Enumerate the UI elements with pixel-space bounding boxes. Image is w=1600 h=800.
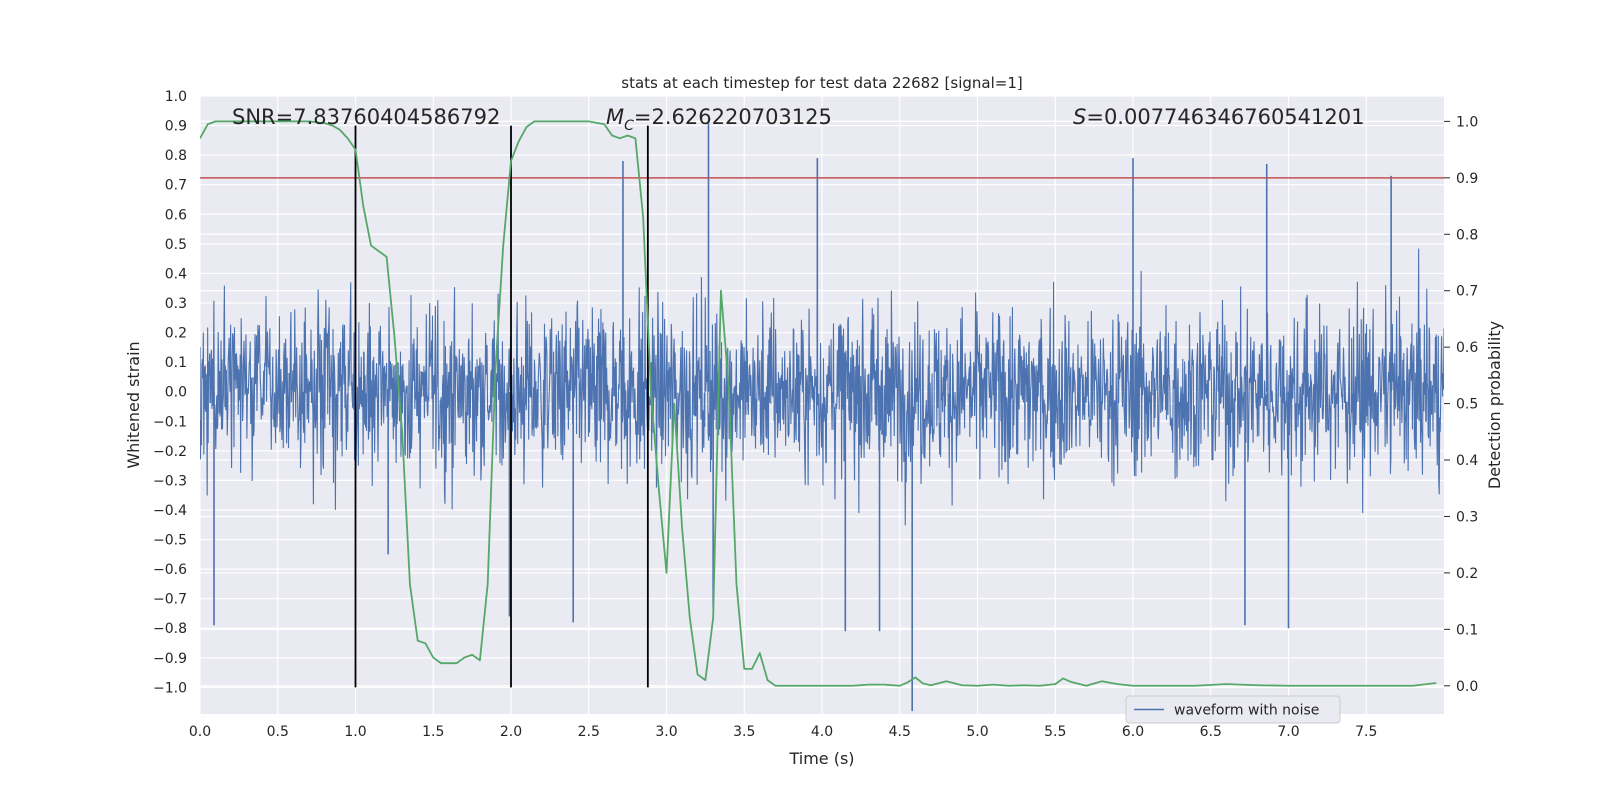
right-axis-label: Detection probability: [1485, 321, 1504, 489]
y-left-tick-label: 0.5: [165, 237, 187, 253]
waveform-line: [200, 248, 1444, 526]
y-left-tick-label: 1.0: [165, 89, 187, 105]
x-tick-label: 2.5: [578, 724, 600, 740]
y-right-tick-label: 0.8: [1456, 227, 1478, 243]
chart-title: stats at each timestep for test data 226…: [621, 74, 1022, 92]
x-tick-label: 3.5: [733, 724, 755, 740]
s-annotation: S=0.007746346760541201: [1073, 105, 1364, 129]
x-tick-label: 4.0: [811, 724, 833, 740]
x-tick-label: 5.0: [966, 724, 988, 740]
y-right-tick-label: 0.2: [1456, 566, 1478, 582]
y-left-tick-label: −0.2: [153, 444, 187, 460]
x-tick-label: 5.5: [1044, 724, 1066, 740]
chirp-mass-subscript: C: [624, 118, 634, 134]
y-left-tick-label: 0.3: [165, 296, 187, 312]
x-tick-label: 4.5: [889, 724, 911, 740]
x-tick-label: 1.5: [422, 724, 444, 740]
event-markers: [354, 125, 649, 688]
snr-annotation: SNR=7.83760404586792: [232, 105, 500, 129]
x-tick-label: 2.0: [500, 724, 522, 740]
chirp-mass-value: =2.626220703125: [634, 105, 832, 129]
y-left-tick-label: 0.4: [165, 266, 187, 282]
x-axis-label: Time (s): [788, 749, 854, 768]
x-tick-label: 7.5: [1355, 724, 1377, 740]
x-tick-label: 7.0: [1277, 724, 1299, 740]
x-tick-label: 1.0: [344, 724, 366, 740]
y-right-tick-label: 0.9: [1456, 171, 1478, 187]
y-left-tick-label: −1.0: [153, 680, 187, 696]
y-left-tick-label: 0.1: [165, 355, 187, 371]
chirp-mass-annotation: MC=2.626220703125: [606, 105, 832, 134]
right-axis-ticks: 1.0 0.9 0.8 0.7 0.6 0.5 0.4 0.3 0.2 0.1 0.0: [1444, 114, 1478, 695]
y-left-tick-label: −0.4: [153, 503, 187, 519]
left-axis-ticks: 1.0 0.9 0.8 0.7 0.6 0.5 0.4 0.3 0.2 0.1 0.0 −0.1 −0.…: [153, 89, 187, 696]
y-left-tick-label: 0.0: [165, 385, 187, 401]
probability-line: [200, 120, 1437, 687]
y-right-tick-label: 0.4: [1456, 453, 1478, 469]
chirp-mass-symbol: M: [606, 105, 624, 129]
y-right-tick-label: 0.5: [1456, 397, 1478, 413]
y-right-tick-label: 1.0: [1456, 114, 1478, 130]
y-right-tick-label: 0.1: [1456, 622, 1478, 638]
probability-series: [200, 120, 1437, 687]
y-left-tick-label: −0.9: [153, 651, 187, 667]
y-left-tick-label: 0.8: [165, 148, 187, 164]
x-tick-label: 6.0: [1122, 724, 1144, 740]
y-left-tick-label: −0.7: [153, 592, 187, 608]
waveform-series: [200, 122, 1444, 712]
x-tick-label: 0.5: [267, 724, 289, 740]
legend-box: [1125, 695, 1341, 724]
y-left-tick-label: 0.6: [165, 207, 187, 223]
y-left-tick-label: −0.6: [153, 562, 187, 578]
s-value: =0.007746346760541201: [1086, 105, 1364, 129]
y-left-tick-label: −0.3: [153, 473, 187, 489]
legend-label: waveform with noise: [1174, 703, 1319, 719]
y-left-tick-label: 0.2: [165, 326, 187, 342]
x-tick-label: 0.0: [189, 724, 211, 740]
y-right-tick-label: 0.7: [1456, 284, 1478, 300]
y-left-tick-label: −0.5: [153, 533, 187, 549]
y-left-tick-label: −0.8: [153, 621, 187, 637]
y-right-tick-label: 0.0: [1456, 679, 1478, 695]
y-right-tick-label: 0.3: [1456, 509, 1478, 525]
left-axis-label: Whitened strain: [124, 341, 143, 468]
y-left-tick-label: 0.9: [165, 119, 187, 135]
y-right-tick-label: 0.6: [1456, 340, 1478, 356]
s-symbol: S: [1073, 105, 1086, 129]
y-left-tick-label: 0.7: [165, 178, 187, 194]
y-left-tick-label: −0.1: [153, 414, 187, 430]
x-tick-label: 3.0: [655, 724, 677, 740]
x-tick-label: 6.5: [1200, 724, 1222, 740]
legend: waveform with noise: [1125, 695, 1341, 724]
x-axis-ticks: 0.0 0.5 1.0 1.5 2.0 2.5 3.0 3.5 4.0 4.5 5.0 5.5 6.0 6…: [189, 724, 1378, 740]
